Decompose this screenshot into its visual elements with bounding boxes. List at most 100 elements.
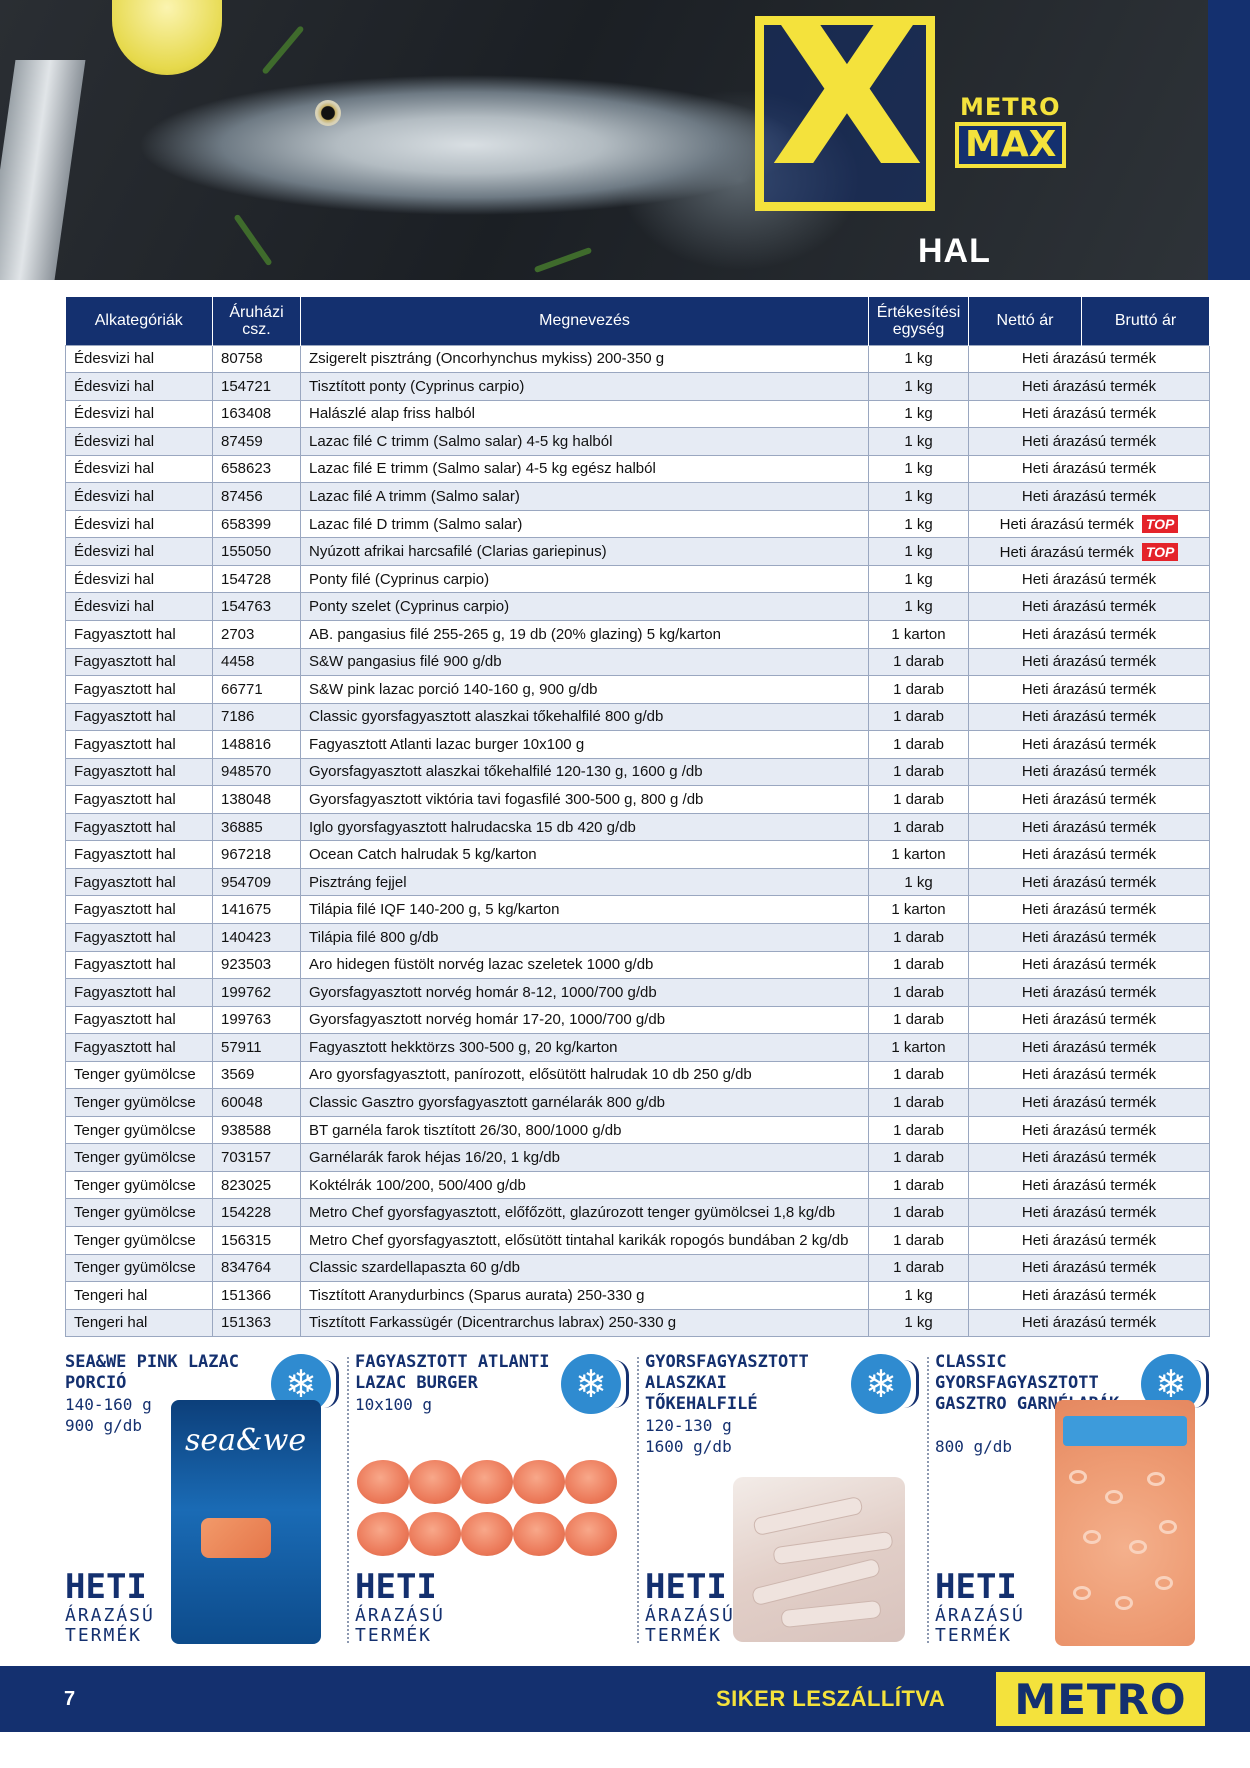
- section-title: HAL: [918, 232, 991, 270]
- unit-cell: 1 kg: [868, 867, 969, 897]
- unit-cell: 1 karton: [868, 1033, 969, 1062]
- price-cell: Heti árazású termék: [968, 372, 1210, 401]
- price-cell: Heti árazású termék: [968, 1143, 1210, 1172]
- unit-cell: 1 darab: [868, 1143, 969, 1172]
- promo-detail: 120-130 g: [645, 1416, 732, 1435]
- price-text: Heti árazású termék: [1021, 598, 1157, 616]
- burger-patty-graphic: [461, 1512, 513, 1556]
- price-text: Heti árazású termék: [1021, 1066, 1157, 1084]
- name-cell: Gyorsfagyasztott norvég homár 8-12, 1000…: [300, 978, 869, 1007]
- price-cell: Heti árazású termék: [968, 619, 1210, 649]
- unit-cell: 1 darab: [868, 978, 969, 1007]
- table-row: Édesvizi hal 87459 Lazac filé C trimm (Sal…: [65, 427, 1210, 456]
- unit-cell: 1 darab: [868, 675, 969, 704]
- table-row: Fagyasztott hal 2703 AB. pangasius filé 25…: [65, 619, 1210, 649]
- unit-cell: 1 karton: [868, 619, 969, 649]
- category-cell: Fagyasztott hal: [65, 1005, 213, 1035]
- promo-title: GYORSFAGYASZTOTT ALASZKAI TŐKEHALFILÉ: [645, 1352, 809, 1414]
- name-cell: Classic gyorsfagyasztott alaszkai tőkeha…: [300, 702, 869, 732]
- price-table: Alkategóriák Áruházi csz. Megnevezés Ért…: [65, 297, 1210, 1338]
- brand-max-text: MAX: [955, 122, 1067, 168]
- category-cell: Fagyasztott hal: [65, 619, 213, 649]
- unit-cell: 1 kg: [868, 564, 969, 594]
- burger-patty-graphic: [357, 1460, 409, 1504]
- metro-logo-text: METRO: [1014, 1675, 1187, 1724]
- promo-divider: [637, 1357, 639, 1643]
- burger-patty-graphic: [565, 1512, 617, 1556]
- promo-arazasu-label: ÁRAZÁSÚ: [645, 1605, 735, 1626]
- promo-heti-label: HETI: [65, 1567, 147, 1607]
- price-cell: Heti árazású termék: [968, 730, 1210, 759]
- metro-logo: METRO: [992, 1668, 1209, 1730]
- code-cell: 87456: [212, 482, 301, 511]
- promo-arazasu-label: ÁRAZÁSÚ: [65, 1605, 155, 1626]
- code-cell: 154721: [212, 372, 301, 401]
- promo-detail: 800 g/db: [935, 1437, 1013, 1456]
- name-cell: Nyúzott afrikai harcsafilé (Clarias gari…: [300, 537, 869, 566]
- price-text: Heti árazású termék: [1021, 1314, 1157, 1332]
- unit-cell: 1 kg: [868, 592, 969, 621]
- price-cell: Heti árazású termék: [968, 1033, 1210, 1062]
- price-text: Heti árazású termék: [1021, 791, 1157, 809]
- price-text: Heti árazású termék: [1021, 432, 1157, 450]
- herb-graphic: [233, 213, 273, 267]
- unit-cell: 1 karton: [868, 840, 969, 869]
- code-cell: 154728: [212, 564, 301, 594]
- price-text: Heti árazású termék: [1021, 1094, 1157, 1112]
- name-cell: Fagyasztott Atlanti lazac burger 10x100 …: [300, 730, 869, 759]
- price-text: Heti árazású termék: [1021, 460, 1157, 478]
- cod-fillet-graphic: [750, 1557, 882, 1607]
- category-cell: Fagyasztott hal: [65, 757, 213, 787]
- name-cell: Pisztráng fejjel: [300, 867, 869, 897]
- price-cell: Heti árazású termék: [968, 1198, 1210, 1227]
- header-banner: X METRO MAX HAL: [0, 0, 1250, 280]
- price-cell: Heti árazású termék TOP: [968, 537, 1210, 566]
- code-cell: 3569: [212, 1060, 301, 1090]
- name-cell: S&W pink lazac porció 140-160 g, 900 g/d…: [300, 675, 869, 704]
- price-text: Heti árazású termék: [1021, 625, 1157, 643]
- price-text: Heti árazású termék: [1021, 1149, 1157, 1167]
- code-cell: 60048: [212, 1088, 301, 1117]
- name-cell: Tisztított ponty (Cyprinus carpio): [300, 372, 869, 401]
- category-cell: Tenger gyümölcse: [65, 1198, 213, 1227]
- code-cell: 141675: [212, 895, 301, 924]
- table-row: Édesvizi hal 163408 Halászlé alap friss ha…: [65, 399, 1210, 429]
- shrimp-graphic: [1083, 1530, 1101, 1544]
- name-cell: Gyorsfagyasztott alaszkai tőkehalfilé 12…: [300, 757, 869, 787]
- table-row: Fagyasztott hal 954709 Pisztráng fejjel 1 k…: [65, 867, 1210, 897]
- price-text: Heti árazású termék: [1021, 983, 1157, 1001]
- category-cell: Édesvizi hal: [65, 399, 213, 429]
- price-cell: Heti árazású termék: [968, 564, 1210, 594]
- category-cell: Tenger gyümölcse: [65, 1170, 213, 1200]
- price-cell: Heti árazású termék: [968, 950, 1210, 980]
- unit-cell: 1 kg: [868, 399, 969, 429]
- category-cell: Fagyasztott hal: [65, 922, 213, 952]
- price-cell: Heti árazású termék: [968, 1170, 1210, 1200]
- column-header-net-price: Nettó ár: [968, 297, 1082, 345]
- salmon-fillet-graphic: [201, 1518, 271, 1558]
- price-cell: Heti árazású termék: [968, 344, 1210, 374]
- price-text: Heti árazású termék: [1021, 350, 1157, 368]
- category-cell: Édesvizi hal: [65, 509, 213, 539]
- code-cell: 156315: [212, 1226, 301, 1255]
- column-header-code: Áruházi csz.: [212, 297, 301, 345]
- price-text: Heti árazású termék: [1021, 818, 1157, 836]
- name-cell: Lazac filé C trimm (Salmo salar) 4-5 kg …: [300, 427, 869, 456]
- table-row: Édesvizi hal 658399 Lazac filé D trimm (Sa…: [65, 509, 1210, 539]
- code-cell: 36885: [212, 812, 301, 842]
- code-cell: 151366: [212, 1281, 301, 1310]
- unit-cell: 1 darab: [868, 757, 969, 787]
- name-cell: Tilápia filé 800 g/db: [300, 922, 869, 952]
- name-cell: Ponty szelet (Cyprinus carpio): [300, 592, 869, 621]
- name-cell: Aro hidegen füstölt norvég lazac szelete…: [300, 950, 869, 980]
- price-text: Heti árazású termék: [1021, 763, 1157, 781]
- table-row: Fagyasztott hal 148816 Fagyasztott Atlanti…: [65, 730, 1210, 759]
- burger-image: [357, 1460, 621, 1570]
- footer-slogan: SIKER LESZÁLLÍTVA: [716, 1686, 946, 1711]
- name-cell: Aro gyorsfagyasztott, panírozott, elősüt…: [300, 1060, 869, 1090]
- code-cell: 834764: [212, 1253, 301, 1283]
- page-number: 7: [64, 1688, 76, 1710]
- price-cell: Heti árazású termék: [968, 785, 1210, 814]
- burger-patty-graphic: [409, 1460, 461, 1504]
- name-cell: Tilápia filé IQF 140-200 g, 5 kg/karton: [300, 895, 869, 924]
